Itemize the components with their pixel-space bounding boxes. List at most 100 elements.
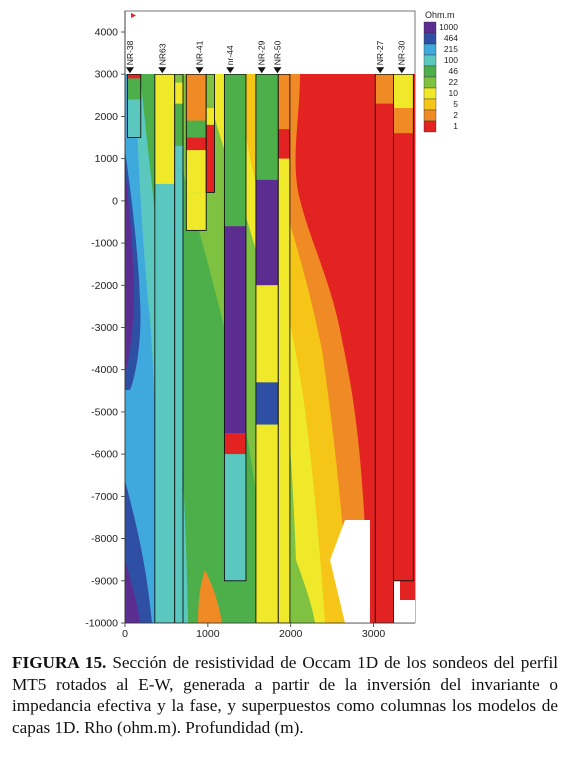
x-axis: 0 1000 2000 3000	[122, 622, 415, 640]
y-tick-label: -9000	[91, 575, 118, 587]
legend-swatch	[423, 43, 437, 56]
legend-title: Ohm.m	[425, 10, 455, 20]
column-3-layer-4	[186, 192, 207, 231]
column-3-layer-0	[186, 74, 207, 121]
column-5-layer-3	[224, 454, 246, 581]
column-7-layer-2	[278, 158, 290, 623]
column-1-layer-1	[154, 183, 175, 623]
station-label: NR-29	[257, 40, 267, 65]
column-1-layer-0	[154, 74, 175, 184]
station-triangle-icon	[226, 67, 235, 74]
station-triangle-icon	[195, 67, 204, 74]
column-4-layer-2	[206, 124, 215, 193]
legend-swatch	[423, 98, 437, 111]
caption-label: FIGURA 15.	[12, 653, 107, 672]
station-label: NR-27	[375, 40, 385, 65]
legend-swatch	[423, 120, 437, 133]
station-label: NR-41	[195, 40, 205, 65]
station-triangle-icon	[158, 67, 167, 74]
column-5-layer-1	[224, 226, 246, 434]
column-3-layer-1	[186, 120, 207, 138]
x-tick-label: 2000	[279, 628, 303, 640]
column-9-outline	[393, 74, 414, 582]
legend-label: 215	[444, 44, 458, 54]
column-2-layer-0	[174, 74, 183, 83]
station-label: nr-44	[225, 45, 235, 65]
station-label: NR63	[157, 43, 167, 65]
legend-label: 464	[444, 33, 458, 43]
legend-label: 46	[449, 66, 459, 76]
column-9-layer-1	[393, 107, 414, 134]
column-3-layer-3	[186, 150, 207, 193]
column-6-layer-0	[255, 74, 279, 180]
x-tick-label: 3000	[362, 628, 386, 640]
y-tick-label: -7000	[91, 491, 118, 503]
column-3-layer-2	[186, 137, 207, 151]
legend-swatch	[423, 76, 437, 89]
legend-label: 22	[449, 77, 459, 87]
x-tick-label: 0	[122, 628, 128, 640]
y-tick-label: -3000	[91, 322, 118, 334]
column-8-layer-0	[375, 74, 394, 104]
column-2-layer-3	[174, 145, 183, 623]
column-0-layer-1	[127, 78, 141, 100]
column-5-outline	[223, 74, 247, 582]
legend-swatch	[423, 21, 437, 34]
column-6-layer-1	[255, 179, 279, 286]
station-markers: NR-38 NR63 NR-41 nr-44 NR-29 NR-50 NR-27 NR-30	[125, 40, 407, 74]
resistivity-section-chart: 40003000200010000-1000-2000-3000-4000-50…	[85, 10, 459, 640]
station-triangle-icon	[125, 67, 134, 74]
column-6-layer-3	[255, 382, 279, 425]
column-0-layer-0	[127, 74, 141, 79]
legend-swatch	[423, 32, 437, 45]
legend-label: 100	[444, 55, 458, 65]
legend-label: 5	[453, 99, 458, 109]
column-6-layer-2	[255, 285, 279, 383]
column-0-outline	[127, 74, 142, 138]
legend-swatch	[423, 54, 437, 67]
column-2-layer-2	[174, 103, 183, 146]
column-7-layer-1	[278, 129, 290, 159]
y-tick-label: -8000	[91, 533, 118, 545]
y-tick-label: 4000	[95, 27, 119, 39]
column-5-layer-0	[224, 74, 246, 227]
column-8-layer-1	[375, 103, 394, 623]
station-triangle-icon	[376, 67, 385, 74]
legend-label: 2	[453, 110, 458, 120]
y-tick-label: -4000	[91, 364, 118, 376]
station-triangle-icon	[257, 67, 266, 74]
column-6-layer-4	[255, 424, 279, 623]
y-tick-label: 0	[112, 195, 118, 207]
column-4-layer-1	[206, 107, 215, 125]
y-tick-label: 1000	[95, 153, 119, 165]
y-tick-label: -2000	[91, 280, 118, 292]
column-2-layer-1	[174, 82, 183, 104]
station-triangle-icon	[273, 67, 282, 74]
y-tick-label: -5000	[91, 406, 118, 418]
column-4-layer-0	[206, 74, 215, 108]
column-0-layer-2	[127, 99, 141, 138]
station-label: NR-50	[272, 40, 282, 65]
x-tick-label: 1000	[196, 628, 220, 640]
station-label: NR-30	[397, 40, 407, 65]
column-4-outline	[205, 74, 215, 193]
legend-swatch	[423, 87, 437, 100]
legend-swatch	[423, 65, 437, 78]
corner-marker-icon	[131, 13, 136, 18]
y-tick-label: 3000	[95, 69, 119, 81]
column-9-layer-0	[393, 74, 414, 108]
station-label: NR-38	[125, 40, 135, 65]
legend-label: 1	[453, 121, 458, 131]
legend-swatch	[423, 109, 437, 122]
column-7-layer-0	[278, 74, 290, 130]
y-tick-label: -1000	[91, 238, 118, 250]
legend-label: 10	[449, 88, 459, 98]
y-tick-label: 2000	[95, 111, 119, 123]
caption-text: Sección de resistividad de Occam 1D de l…	[12, 653, 558, 737]
legend-label: 1000	[439, 22, 458, 32]
y-axis: 4000 3000 2000 1000 0 -1000 -2000 -3000 -4000 -50…	[85, 11, 126, 630]
figure-caption: FIGURA 15. Sección de resistividad de Oc…	[12, 652, 558, 738]
column-9-layer-2	[393, 133, 414, 581]
y-tick-label: -10000	[85, 618, 118, 630]
